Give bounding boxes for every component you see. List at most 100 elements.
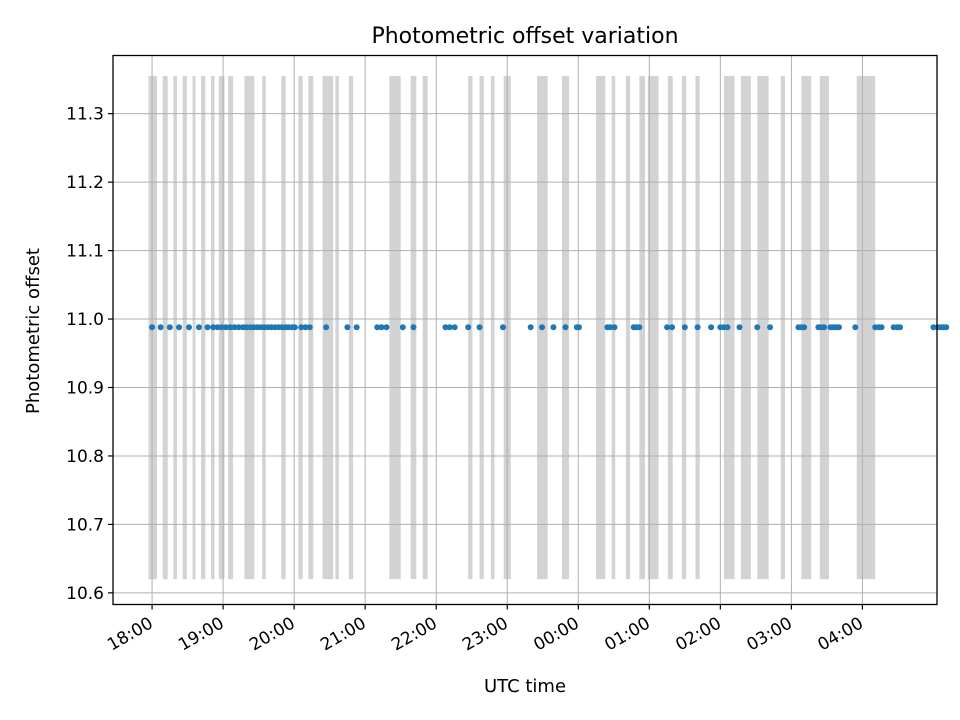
data-point bbox=[465, 324, 472, 331]
data-point bbox=[897, 324, 904, 331]
gap-band bbox=[596, 76, 606, 580]
x-tick-label: 04:00 bbox=[814, 614, 866, 656]
data-point bbox=[801, 324, 808, 331]
data-point bbox=[222, 324, 229, 331]
data-point bbox=[451, 324, 458, 331]
data-point bbox=[821, 324, 828, 331]
data-point bbox=[214, 324, 221, 331]
gap-band bbox=[348, 76, 354, 580]
data-point bbox=[149, 324, 156, 331]
data-point bbox=[176, 324, 183, 331]
data-point bbox=[446, 324, 453, 331]
data-point bbox=[835, 324, 842, 331]
data-point bbox=[694, 324, 701, 331]
gap-band bbox=[490, 76, 495, 580]
data-point bbox=[708, 324, 715, 331]
data-point bbox=[499, 324, 506, 331]
y-tick-label: 10.8 bbox=[66, 447, 104, 467]
data-point bbox=[943, 324, 950, 331]
x-tick-label: 00:00 bbox=[530, 614, 582, 656]
gap-band bbox=[757, 76, 769, 580]
gap-band bbox=[389, 76, 401, 580]
data-points bbox=[149, 324, 950, 331]
y-tick-label: 10.9 bbox=[66, 379, 104, 399]
gap-band bbox=[780, 76, 785, 580]
data-point bbox=[186, 324, 193, 331]
data-point bbox=[852, 324, 859, 331]
gap-band bbox=[625, 76, 631, 580]
data-point bbox=[669, 324, 676, 331]
data-point bbox=[930, 324, 937, 331]
data-point bbox=[378, 324, 385, 331]
data-point bbox=[736, 324, 743, 331]
data-point bbox=[611, 324, 618, 331]
x-tick-label: 20:00 bbox=[246, 614, 298, 656]
gap-band bbox=[422, 76, 428, 580]
y-tick-label: 11.0 bbox=[66, 310, 104, 330]
data-point bbox=[195, 324, 202, 331]
data-point bbox=[664, 324, 671, 331]
y-axis-ticks: 10.6 10.7 10.8 10.9 11.0 11.1 11.2 11.3 bbox=[66, 105, 113, 604]
data-point bbox=[399, 324, 406, 331]
y-tick-label: 10.7 bbox=[66, 515, 104, 535]
x-axis-label: UTC time bbox=[484, 676, 566, 697]
gap-band bbox=[740, 76, 751, 580]
data-point bbox=[681, 324, 688, 331]
gap-band bbox=[182, 76, 187, 580]
gap-band bbox=[173, 76, 177, 580]
x-tick-label: 19:00 bbox=[175, 614, 227, 656]
data-point bbox=[724, 324, 731, 331]
data-point bbox=[204, 324, 211, 331]
data-point bbox=[353, 324, 360, 331]
gap-band bbox=[856, 76, 876, 580]
data-point bbox=[410, 324, 417, 331]
data-point bbox=[442, 324, 449, 331]
data-point bbox=[344, 324, 351, 331]
data-point bbox=[550, 324, 557, 331]
data-point bbox=[323, 324, 330, 331]
grid-lines bbox=[113, 55, 937, 605]
data-point bbox=[539, 324, 546, 331]
data-point bbox=[754, 324, 761, 331]
chart-title: Photometric offset variation bbox=[371, 24, 678, 49]
data-point bbox=[218, 324, 225, 331]
y-tick-label: 11.1 bbox=[66, 242, 104, 262]
x-tick-label: 23:00 bbox=[459, 614, 511, 656]
y-axis-label: Photometric offset bbox=[23, 248, 44, 414]
data-point bbox=[476, 324, 483, 331]
y-tick-label: 11.3 bbox=[66, 105, 104, 125]
gap-band bbox=[201, 76, 206, 580]
data-point bbox=[607, 324, 614, 331]
x-tick-label: 21:00 bbox=[317, 614, 369, 656]
y-tick-label: 10.6 bbox=[66, 584, 104, 604]
y-tick-label: 11.2 bbox=[66, 173, 104, 193]
x-axis-ticks: 18:00 19:00 20:00 21:00 22:00 23:00 00:00 01:00… bbox=[104, 604, 867, 656]
data-point bbox=[227, 324, 234, 331]
x-tick-label: 02:00 bbox=[672, 614, 724, 656]
plot-area-frame bbox=[112, 54, 938, 606]
data-point bbox=[298, 324, 305, 331]
gap-band bbox=[335, 76, 339, 580]
data-point bbox=[767, 324, 774, 331]
data-point bbox=[527, 324, 534, 331]
x-tick-label: 18:00 bbox=[104, 614, 156, 656]
gap-band bbox=[647, 76, 659, 580]
data-point bbox=[302, 324, 309, 331]
x-tick-label: 01:00 bbox=[601, 614, 653, 656]
data-point bbox=[383, 324, 390, 331]
data-point bbox=[210, 324, 217, 331]
data-point bbox=[291, 324, 298, 331]
data-point bbox=[157, 324, 164, 331]
data-point bbox=[374, 324, 381, 331]
x-tick-label: 22:00 bbox=[388, 614, 440, 656]
data-point bbox=[636, 324, 643, 331]
data-point bbox=[306, 324, 313, 331]
data-point bbox=[235, 324, 242, 331]
gap-band bbox=[192, 76, 196, 580]
gap-band bbox=[162, 76, 168, 580]
data-point bbox=[231, 324, 238, 331]
data-point bbox=[166, 324, 173, 331]
data-point bbox=[562, 324, 569, 331]
data-point bbox=[575, 324, 582, 331]
